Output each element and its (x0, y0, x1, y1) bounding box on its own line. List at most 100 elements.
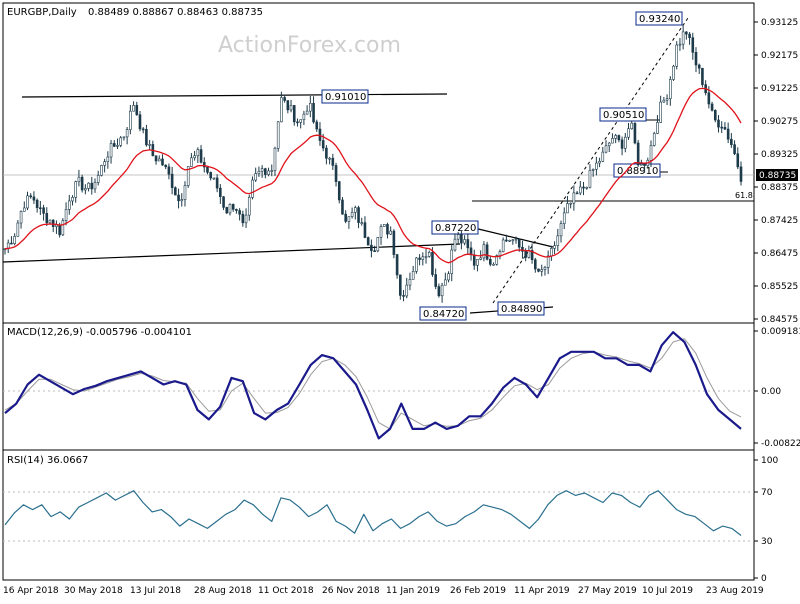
price-bar (726, 128, 730, 140)
price-bar (402, 295, 405, 297)
price-bar (212, 177, 216, 180)
price-bar (733, 144, 736, 155)
price-bar (26, 195, 29, 209)
price-bar (636, 142, 640, 166)
price-bar (685, 31, 688, 35)
price-bar (71, 197, 74, 202)
price-bar (415, 257, 418, 272)
price-bar (45, 213, 49, 224)
price-bar (145, 128, 148, 146)
annotation-label: 0.88910 (617, 166, 658, 177)
price-bar (710, 103, 714, 111)
price-bar (286, 100, 290, 111)
x-tick-label: 11 Apr 2019 (514, 586, 570, 596)
price-bar (321, 140, 325, 149)
price-bar (559, 223, 563, 237)
price-bar (106, 156, 110, 162)
resistance-line (21, 93, 448, 98)
price-bar (421, 256, 425, 260)
price-bar (524, 251, 527, 258)
rsi-tick-label: 100 (761, 456, 778, 466)
price-bar (363, 222, 367, 238)
price-bar (13, 236, 16, 244)
price-bar (668, 79, 672, 100)
macd-tick-label: 0.009181 (761, 327, 800, 337)
price-tick-label: 0.89325 (761, 150, 798, 160)
price-bar (357, 207, 360, 223)
price-bar (74, 181, 78, 198)
price-bar (122, 136, 126, 139)
price-bar (103, 161, 106, 166)
price-bar (492, 263, 495, 266)
price-bar (235, 209, 238, 211)
price-bar (424, 256, 428, 258)
x-tick-label: 11 Jan 2019 (386, 586, 440, 596)
price-bar (405, 284, 409, 297)
price-bar (283, 97, 286, 101)
price-bar (678, 43, 682, 46)
macd-series (4, 331, 742, 440)
price-bar (331, 157, 335, 166)
rsi-panel-frame (2, 449, 755, 581)
macd-tick-label: -0.008225 (761, 439, 800, 449)
price-bar (254, 173, 257, 181)
price-bar (370, 244, 373, 252)
price-bar (697, 64, 701, 69)
rally-trendline (492, 17, 689, 304)
price-bar (530, 250, 534, 261)
price-bar (701, 67, 704, 85)
price-bar (736, 153, 740, 168)
price-bar (579, 186, 582, 194)
price-bar (116, 145, 119, 147)
price-bar (328, 157, 331, 160)
price-bar (84, 188, 87, 191)
price-bar (553, 245, 556, 249)
rsi-tick-label: 70 (761, 488, 773, 498)
price-bar (10, 242, 13, 245)
annotation-box (635, 11, 683, 26)
price-bar (572, 192, 576, 204)
price-bar (376, 236, 380, 252)
price-bar (141, 128, 145, 131)
price-bar (318, 128, 322, 141)
price-bar (540, 269, 544, 272)
price-bar (627, 128, 630, 138)
price-bar (623, 136, 627, 149)
price-bar (190, 157, 193, 167)
price-bar (479, 257, 482, 260)
price-bar (373, 250, 376, 253)
price-bar (463, 239, 466, 244)
price-bar (713, 110, 717, 121)
price-bar (341, 199, 344, 215)
price-bar (289, 105, 293, 111)
price-bar (360, 222, 364, 224)
price-bar (32, 196, 36, 201)
current-price-label: 0.88735 (759, 171, 796, 181)
price-bar (100, 165, 103, 176)
annotation-label: 0.90510 (603, 110, 644, 121)
price-bar (119, 137, 123, 146)
price-bar (604, 145, 608, 153)
price-bar (247, 197, 251, 216)
price-bar (302, 113, 306, 120)
rsi-tick-label: 30 (761, 537, 773, 547)
ema-line (4, 87, 742, 264)
price-bar (132, 105, 135, 112)
x-tick-label: 28 Aug 2018 (194, 586, 252, 596)
annotation-box (497, 301, 545, 316)
price-bar (350, 211, 354, 217)
price-bar (87, 182, 90, 189)
price-bar (260, 168, 264, 172)
rsi-tick-label: 0 (761, 574, 767, 584)
price-series (3, 25, 743, 303)
price-bar (418, 257, 421, 260)
price-bar (334, 165, 338, 182)
watermark: ActionForex.com (218, 33, 401, 58)
price-bar (389, 230, 392, 235)
price-bar (112, 143, 116, 147)
price-bar (607, 142, 611, 147)
price-bar (267, 170, 270, 175)
price-bar (431, 251, 434, 275)
price-bar (315, 121, 319, 130)
price-bar (434, 274, 437, 287)
